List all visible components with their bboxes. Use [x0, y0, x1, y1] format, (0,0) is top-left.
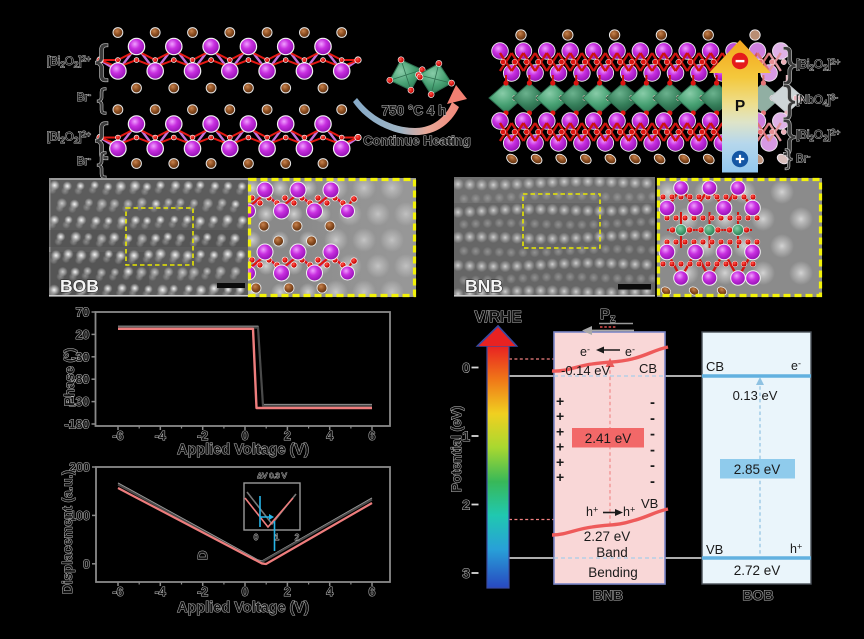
svg-text:-30: -30	[71, 350, 89, 364]
svg-text:e-: e-	[625, 345, 635, 360]
svg-text:2.72 eV: 2.72 eV	[734, 563, 781, 578]
svg-text:-130: -130	[64, 395, 89, 409]
svg-text:e-: e-	[791, 359, 801, 374]
svg-text:-: -	[650, 473, 655, 490]
svg-text:-: -	[650, 457, 655, 474]
svg-text:+: +	[556, 393, 564, 409]
svg-text:Displacement (a.u.): Displacement (a.u.)	[60, 470, 75, 594]
svg-text:1: 1	[462, 428, 470, 444]
svg-text:2: 2	[284, 429, 291, 443]
svg-text:-4: -4	[155, 585, 166, 599]
svg-text:{: {	[95, 38, 108, 82]
svg-text:+: +	[556, 439, 564, 455]
svg-text:Br-: Br-	[77, 154, 92, 168]
svg-text:2: 2	[295, 533, 300, 542]
svg-text:-2: -2	[197, 429, 208, 443]
svg-text:Continue Heating: Continue Heating	[363, 133, 471, 148]
svg-text:}: }	[783, 79, 796, 121]
svg-text:Pz: Pz	[600, 306, 616, 325]
svg-text:-4: -4	[155, 429, 166, 443]
svg-text:BOB: BOB	[60, 276, 99, 296]
svg-text:{: {	[95, 116, 108, 160]
svg-text:0.13 eV: 0.13 eV	[733, 388, 778, 403]
svg-text:BNB: BNB	[593, 587, 623, 603]
svg-text:6: 6	[369, 585, 376, 599]
svg-text:-6: -6	[112, 585, 123, 599]
svg-text:0: 0	[242, 429, 249, 443]
svg-text:+: +	[556, 423, 564, 439]
svg-text:VB: VB	[706, 542, 723, 557]
svg-text:2: 2	[462, 497, 470, 513]
svg-text:e-: e-	[580, 345, 590, 360]
svg-text:[Bi2O2]2+: [Bi2O2]2+	[796, 57, 840, 72]
svg-text:Phase (°): Phase (°)	[62, 348, 77, 406]
svg-text:CB: CB	[706, 359, 724, 374]
svg-text:2.27 eV: 2.27 eV	[584, 529, 631, 544]
svg-text:-: -	[650, 441, 655, 458]
svg-text:{: {	[97, 147, 106, 178]
svg-text:200: 200	[69, 461, 90, 475]
svg-text:+: +	[556, 469, 564, 485]
svg-text:Potential (eV): Potential (eV)	[449, 406, 464, 492]
svg-text:+: +	[556, 454, 564, 470]
svg-text:P: P	[735, 98, 745, 115]
svg-text:ΔV 0.3 V: ΔV 0.3 V	[257, 471, 287, 480]
svg-text:2: 2	[284, 585, 291, 599]
svg-text:20: 20	[76, 328, 90, 342]
svg-text:-: -	[650, 426, 655, 443]
svg-text:Br-: Br-	[77, 90, 92, 104]
svg-text:0: 0	[462, 360, 470, 376]
svg-text:4: 4	[326, 585, 333, 599]
svg-text:0: 0	[83, 557, 90, 571]
svg-text:Bending: Bending	[588, 565, 638, 580]
svg-text:70: 70	[76, 306, 90, 320]
svg-text:0: 0	[242, 585, 249, 599]
svg-text:BOB: BOB	[742, 587, 773, 603]
svg-text:Br-: Br-	[796, 152, 811, 166]
svg-text:VB: VB	[641, 496, 658, 511]
svg-text:-: -	[650, 394, 655, 411]
svg-text:750 °C 4 h: 750 °C 4 h	[382, 103, 447, 118]
svg-text:100: 100	[69, 509, 90, 523]
svg-text:+: +	[556, 408, 564, 424]
svg-text:3: 3	[462, 565, 470, 581]
svg-text:Applied Voltage (V): Applied Voltage (V)	[177, 442, 309, 458]
svg-text:D: D	[195, 551, 210, 560]
svg-text:-: -	[650, 410, 655, 427]
svg-text:BNB: BNB	[465, 276, 503, 296]
svg-text:-180: -180	[64, 418, 89, 432]
svg-text:-80: -80	[71, 373, 89, 387]
svg-text:[Bi2O2]2+: [Bi2O2]2+	[796, 128, 840, 143]
svg-text:[NbO4]3-: [NbO4]3-	[796, 93, 838, 108]
svg-text:6: 6	[369, 429, 376, 443]
svg-text:[Bi2O2]2+: [Bi2O2]2+	[47, 130, 91, 145]
svg-text:-6: -6	[112, 429, 123, 443]
svg-text:Applied Voltage (V): Applied Voltage (V)	[177, 600, 309, 616]
svg-text:}: }	[785, 145, 792, 170]
svg-text:1: 1	[275, 533, 280, 542]
svg-text:0: 0	[254, 533, 259, 542]
svg-text:4: 4	[326, 429, 333, 443]
svg-text:-2: -2	[197, 585, 208, 599]
svg-text:}: }	[783, 114, 796, 156]
svg-text:2.85 eV: 2.85 eV	[734, 462, 781, 477]
svg-text:V/RHE: V/RHE	[474, 309, 521, 326]
svg-text:CB: CB	[639, 361, 657, 376]
svg-text:{: {	[97, 83, 106, 114]
svg-text:Band: Band	[596, 545, 628, 560]
svg-text:-0.14 eV: -0.14 eV	[561, 363, 610, 378]
svg-text:[Bi2O2]2+: [Bi2O2]2+	[47, 54, 91, 69]
svg-text:2.41 eV: 2.41 eV	[585, 431, 632, 446]
svg-text:}: }	[783, 41, 796, 85]
